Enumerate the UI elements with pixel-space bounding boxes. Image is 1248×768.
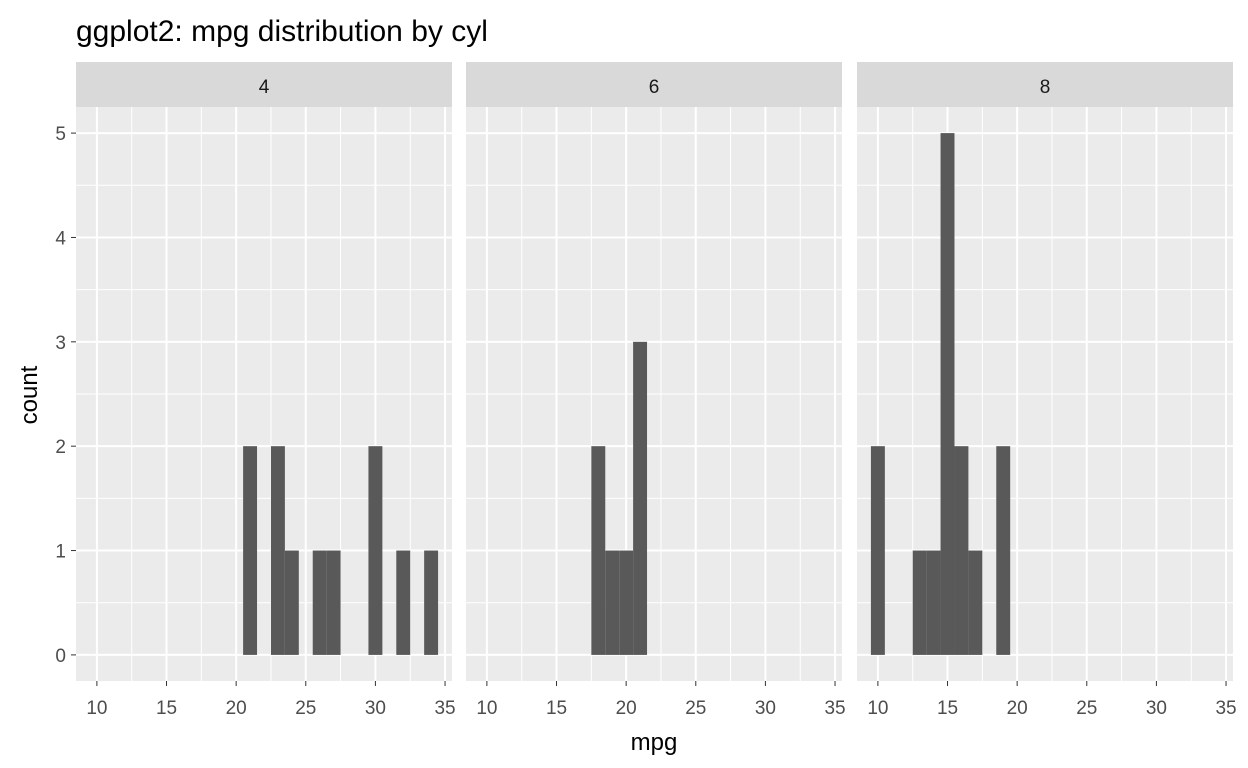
histogram-bar [619, 550, 634, 655]
x-tick-label: 25 [685, 698, 706, 719]
x-tick-label: 35 [824, 698, 845, 719]
facet-strip-label: 6 [649, 77, 660, 98]
chart-title: ggplot2: mpg distribution by cyl [76, 15, 488, 48]
facet-panels: 4 10 15 20 25 30 35 6 10 15 20 25 30 35 8 10 15 20 25 30 35 [76, 62, 1237, 719]
x-axis-title: mpg [631, 729, 678, 756]
histogram-bar [312, 550, 327, 655]
x-tick-label: 30 [365, 698, 386, 719]
histogram-bar [270, 446, 285, 655]
facet-panel-6: 6 10 15 20 25 30 35 [466, 62, 846, 719]
x-tick-label: 25 [1076, 698, 1097, 719]
x-tick-label: 20 [226, 698, 247, 719]
histogram-bar [243, 446, 258, 655]
x-tick-label: 15 [546, 698, 567, 719]
facet-strip [466, 62, 842, 107]
x-tick-label: 10 [867, 698, 888, 719]
facet-panel-4: 4 10 15 20 25 30 35 [76, 62, 456, 719]
facet-strip-label: 8 [1040, 77, 1051, 98]
facet-strip-label: 4 [259, 77, 270, 98]
facet-panel-8: 8 10 15 20 25 30 35 [857, 62, 1237, 719]
y-tick-label: 4 [55, 228, 66, 249]
histogram-bar [633, 341, 648, 655]
histogram-bar [954, 446, 969, 655]
x-tick-label: 10 [86, 698, 107, 719]
y-tick-label: 3 [55, 333, 66, 354]
histogram-bar [926, 550, 941, 655]
histogram-bar [424, 550, 439, 655]
facet-strip [76, 62, 452, 107]
x-tick-label: 30 [755, 698, 776, 719]
y-axis-title: count [16, 365, 43, 424]
histogram-bar [912, 550, 927, 655]
histogram-bar [870, 446, 885, 655]
y-tick-label: 0 [55, 646, 66, 667]
histogram-bar [284, 550, 299, 655]
histogram-bar [996, 446, 1011, 655]
facet-strip [857, 62, 1233, 107]
histogram-bar [396, 550, 411, 655]
y-tick-label: 1 [55, 542, 66, 563]
y-tick-label: 2 [55, 437, 66, 458]
x-tick-label: 25 [295, 698, 316, 719]
x-tick-label: 15 [156, 698, 177, 719]
x-tick-label: 10 [476, 698, 497, 719]
histogram-bar [326, 550, 341, 655]
x-tick-label: 15 [937, 698, 958, 719]
histogram-bar [968, 550, 983, 655]
x-tick-label: 35 [434, 698, 455, 719]
histogram-bar [591, 446, 606, 655]
histogram-bar [940, 133, 955, 655]
x-tick-label: 20 [616, 698, 637, 719]
x-tick-label: 20 [1007, 698, 1028, 719]
x-tick-label: 30 [1146, 698, 1167, 719]
y-tick-label: 5 [55, 124, 66, 145]
histogram-bar [605, 550, 620, 655]
histogram-bar [368, 446, 383, 655]
x-tick-label: 35 [1215, 698, 1236, 719]
y-axis: 0 1 2 3 4 5 [55, 124, 76, 667]
